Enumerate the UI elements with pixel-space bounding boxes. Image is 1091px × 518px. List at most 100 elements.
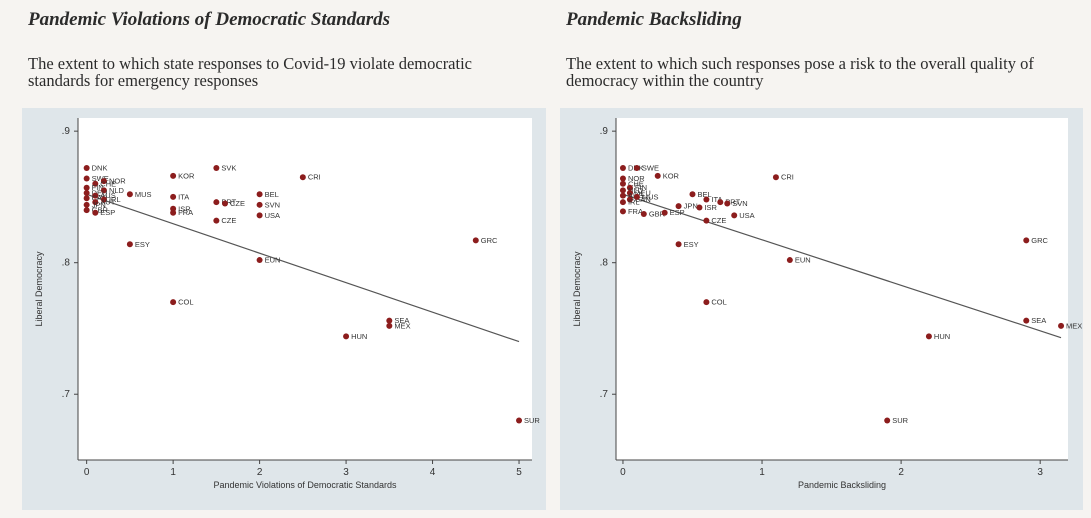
data-point-label: PRT: [221, 198, 236, 207]
data-point: [626, 184, 633, 191]
data-point: [633, 164, 640, 171]
y-axis-label: Liberal Democracy: [572, 251, 582, 327]
data-point: [619, 164, 626, 171]
data-point: [626, 189, 633, 196]
data-point-label: USA: [739, 211, 754, 220]
data-point-label: CZE: [711, 216, 726, 225]
data-point-label: GRC: [1031, 236, 1048, 245]
data-point: [92, 192, 99, 199]
x-tick-label: 3: [1037, 467, 1043, 478]
plot-area: [616, 118, 1068, 460]
data-point: [703, 196, 710, 203]
data-point-label: JPN: [92, 200, 106, 209]
y-axis-label: Liberal Democracy: [34, 251, 44, 327]
data-point: [222, 200, 229, 207]
x-tick-label: 5: [516, 467, 522, 478]
data-point-label: KOR: [663, 171, 680, 180]
data-point: [516, 417, 523, 424]
data-point: [100, 178, 107, 185]
data-point: [884, 417, 891, 424]
data-point-label: SWE: [92, 174, 109, 183]
data-point-label: SEA: [394, 316, 409, 325]
x-tick-label: 2: [898, 467, 904, 478]
data-point: [661, 209, 668, 216]
data-point-label: MEX: [394, 321, 410, 330]
data-point-label: COL: [711, 298, 726, 307]
fit-line: [86, 193, 520, 343]
data-point-label: PRT: [725, 198, 740, 207]
data-point-label: DNK: [92, 163, 108, 172]
x-tick-label: 1: [759, 467, 765, 478]
data-point-label: NOR: [628, 174, 645, 183]
data-point: [92, 209, 99, 216]
data-point-label: COL: [178, 298, 193, 307]
data-point: [213, 217, 220, 224]
data-point-label: MEX: [1066, 321, 1082, 330]
data-point: [126, 241, 133, 248]
data-point: [925, 333, 932, 340]
data-point-label: CHE: [628, 179, 644, 188]
data-point: [703, 299, 710, 306]
data-point: [1058, 322, 1065, 329]
data-point: [1023, 317, 1030, 324]
data-point-label: CZE: [230, 199, 245, 208]
data-point-label: KOR: [178, 171, 195, 180]
y-tick-label: .9: [600, 126, 609, 137]
plot-area: [78, 118, 532, 460]
data-point: [170, 172, 177, 179]
data-point-label: IRL: [109, 195, 121, 204]
data-point: [83, 184, 90, 191]
data-point-label: DEU: [635, 188, 651, 197]
x-tick-label: 2: [257, 467, 263, 478]
data-point: [343, 333, 350, 340]
data-point: [83, 195, 90, 202]
data-point: [83, 164, 90, 171]
data-point: [654, 172, 661, 179]
data-point: [83, 207, 90, 214]
data-point: [256, 201, 263, 208]
data-point: [386, 322, 393, 329]
data-point-label: CAN: [635, 195, 651, 204]
data-point-label: SUR: [524, 416, 540, 425]
data-point-label: ESY: [135, 240, 150, 249]
data-point-label: SWE: [642, 163, 659, 172]
data-point-label: BEL: [697, 190, 711, 199]
data-point-label: HUN: [351, 332, 367, 341]
data-point-label: MUS: [135, 190, 152, 199]
data-point: [619, 187, 626, 194]
data-point-label: AUT: [100, 198, 115, 207]
data-point: [100, 187, 107, 194]
data-point-label: MUS: [642, 192, 659, 201]
data-point: [1023, 237, 1030, 244]
data-point: [675, 203, 682, 210]
data-point-label: GBR: [649, 210, 666, 219]
y-tick-label: .8: [62, 258, 71, 269]
data-point: [256, 191, 263, 198]
data-point-label: FRA: [178, 208, 193, 217]
data-point-label: AUS: [100, 191, 115, 200]
x-tick-label: 0: [84, 467, 90, 478]
x-tick-label: 1: [170, 467, 176, 478]
data-point-label: JPN: [684, 202, 698, 211]
left-panel-subtitle: The extent to which state responses to C…: [28, 54, 473, 90]
data-point: [696, 204, 703, 211]
data-point-label: USA: [265, 211, 280, 220]
x-tick-label: 4: [430, 467, 436, 478]
data-point: [619, 199, 626, 206]
data-point: [256, 212, 263, 219]
data-point-label: NOR: [109, 177, 126, 186]
data-point: [100, 196, 107, 203]
data-point-label: SEA: [1031, 316, 1046, 325]
data-point: [83, 189, 90, 196]
data-point: [772, 174, 779, 181]
data-point-label: HUN: [934, 332, 950, 341]
data-point: [170, 299, 177, 306]
data-point-label: FIN: [92, 183, 104, 192]
right-scatter-chart: .7 .8 .9 0 1 2 3 Pandemic Backsliding Liberal De…: [560, 108, 1083, 510]
data-point-label: DEU: [92, 188, 108, 197]
data-point-label: NLD: [109, 186, 125, 195]
y-tick-label: .9: [62, 126, 71, 137]
y-tick-label: .7: [600, 389, 609, 400]
data-point: [703, 217, 710, 224]
data-point-label: ITA: [711, 195, 722, 204]
